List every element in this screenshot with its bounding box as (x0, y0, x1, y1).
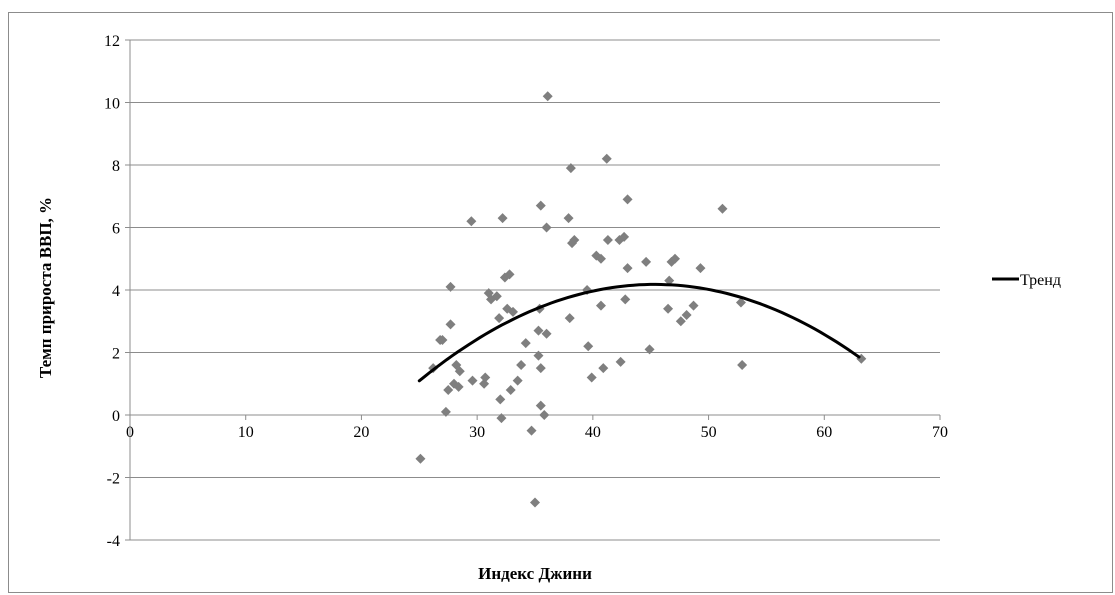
data-point (437, 335, 448, 345)
data-point (565, 163, 576, 174)
data-point (533, 325, 544, 336)
chart-frame: -4 -2 0 2 4 6 8 10 12 0 10 20 30 40 50 60 70 Индекс Джин… (8, 12, 1113, 593)
data-point (564, 313, 575, 324)
data-point (491, 291, 502, 302)
y-tick-label: 10 (104, 96, 120, 113)
data-point (598, 363, 609, 374)
data-point (681, 310, 692, 320)
data-point (663, 303, 674, 314)
y-tick-label: 0 (112, 408, 120, 425)
data-point (520, 338, 531, 349)
data-point (445, 319, 456, 330)
x-tick-label: 60 (816, 424, 832, 441)
data-point (541, 328, 552, 339)
y-tick-label: 8 (112, 158, 120, 175)
data-point (497, 213, 508, 224)
data-point (480, 372, 491, 383)
data-point (508, 306, 519, 317)
data-point (535, 400, 546, 411)
data-point (443, 385, 454, 395)
tick-labels: -4 -2 0 2 4 6 8 10 12 0 10 20 30 40 50 60 70 (104, 33, 948, 550)
x-tick-label: 10 (238, 424, 254, 441)
data-point (454, 366, 465, 377)
data-point (664, 275, 675, 286)
data-point (619, 231, 630, 242)
data-point (496, 413, 507, 424)
data-point (494, 313, 505, 324)
axes (125, 39, 941, 541)
data-point (539, 410, 550, 420)
data-point (641, 256, 652, 267)
data-point (440, 406, 451, 417)
data-point (622, 263, 633, 274)
data-point (601, 153, 612, 164)
data-point (415, 453, 426, 464)
data-point (453, 381, 464, 392)
data-points (415, 91, 867, 508)
data-point (530, 497, 540, 508)
y-tick-label: 2 (112, 346, 120, 363)
data-point (526, 425, 537, 436)
data-point (675, 316, 686, 327)
data-point (467, 375, 478, 386)
data-point (737, 360, 748, 370)
gridlines (130, 39, 940, 541)
data-point (620, 294, 631, 305)
data-point (717, 203, 728, 214)
y-tick-label: 6 (112, 221, 120, 238)
data-point (466, 216, 477, 227)
x-tick-label: 30 (469, 424, 485, 441)
scatter-chart: -4 -2 0 2 4 6 8 10 12 0 10 20 30 40 50 60 70 Индекс Джин… (36, 33, 1061, 583)
trend-line (417, 282, 861, 383)
data-point (569, 235, 580, 245)
data-point (602, 235, 613, 245)
data-point (644, 344, 655, 355)
x-axis-title: Индекс Джини (478, 564, 592, 583)
data-point (479, 378, 490, 389)
data-point (735, 297, 746, 308)
data-point (445, 281, 456, 292)
legend-label-trend: Тренд (1020, 272, 1061, 289)
x-tick-label: 20 (353, 424, 369, 441)
data-point (512, 375, 523, 386)
data-point (541, 222, 552, 233)
x-tick-label: 0 (126, 424, 134, 441)
data-point (533, 350, 544, 361)
legend: Тренд (992, 272, 1061, 289)
data-point (586, 372, 597, 383)
data-point (595, 253, 606, 264)
y-tick-label: 12 (104, 33, 120, 50)
data-point (615, 356, 626, 367)
data-point (505, 385, 516, 395)
data-point (563, 213, 574, 224)
y-tick-label: 4 (112, 283, 120, 300)
y-axis-title: Темп прироста ВВП, % (36, 197, 55, 378)
data-point (535, 363, 546, 374)
data-point (504, 269, 515, 280)
data-point (495, 394, 506, 405)
y-tick-label: -4 (107, 533, 120, 550)
x-tick-label: 40 (585, 424, 601, 441)
data-point (535, 200, 546, 211)
data-point (688, 300, 699, 311)
data-point (583, 341, 594, 352)
data-point (516, 360, 527, 370)
data-point (695, 263, 706, 274)
data-point (622, 194, 633, 205)
data-point (542, 91, 553, 102)
data-point (595, 300, 606, 311)
data-point (670, 253, 681, 264)
y-tick-label: -2 (107, 471, 120, 488)
trend-layer (417, 282, 861, 383)
x-tick-label: 50 (701, 424, 717, 441)
x-tick-label: 70 (932, 424, 948, 441)
